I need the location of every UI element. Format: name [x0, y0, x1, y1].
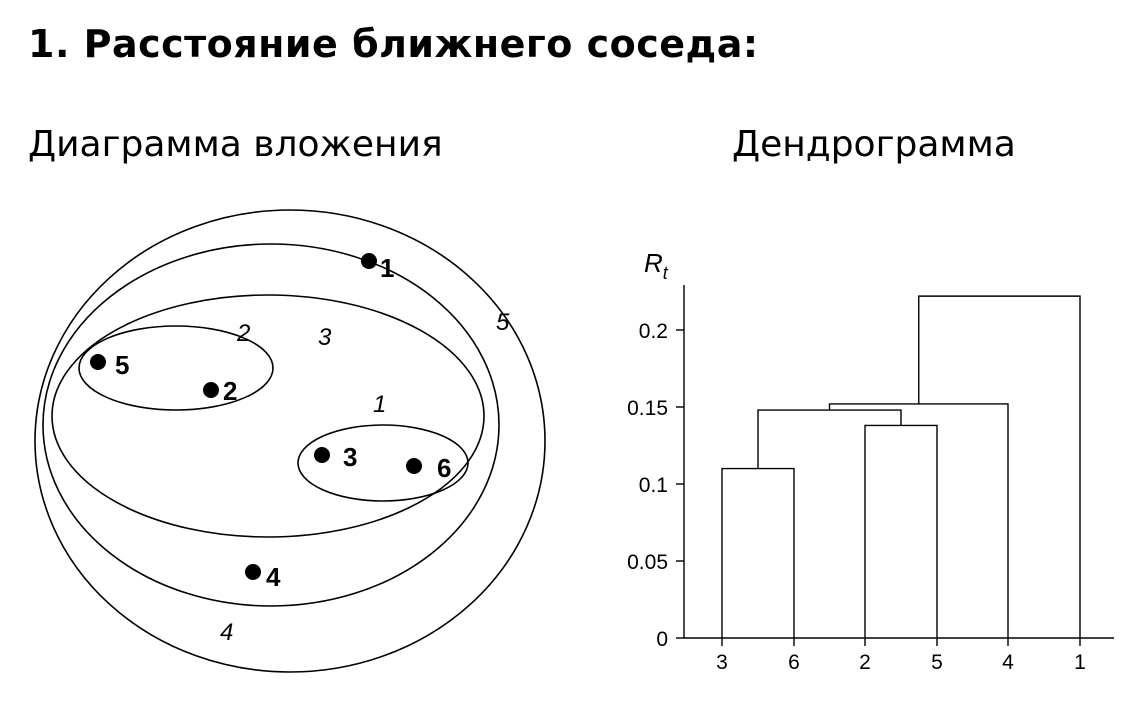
point-label-2: 2: [223, 376, 237, 406]
cluster-label-2: 2: [236, 320, 250, 347]
x-ticks: 3 6 2 5 4 1: [716, 638, 1086, 674]
point-marker: [314, 447, 330, 463]
y-ticks: 0 0.05 0.1 0.15 0.2: [627, 320, 684, 651]
nesting-diagram-heading: Диаграмма вложения: [28, 124, 443, 165]
dendrogram-link: [864, 424, 938, 638]
page-title: 1. Расстояние ближнего соседа:: [28, 22, 759, 66]
cluster-label-5: 5: [496, 309, 510, 336]
y-tick-label: 0.2: [639, 320, 668, 343]
dendrogram-heading: Дендрограмма: [732, 124, 1016, 165]
point-marker: [203, 382, 219, 398]
y-axis-title: Rt: [644, 248, 669, 283]
x-tick-label: 1: [1074, 651, 1086, 674]
point-marker: [361, 253, 377, 269]
dendrogram-links: [721, 295, 1081, 638]
x-tick-label: 4: [1002, 651, 1014, 674]
cluster-1-outline: [297, 424, 469, 502]
y-tick-label: 0: [656, 628, 668, 651]
point-marker: [90, 354, 106, 370]
dendrogram-link: [721, 467, 795, 638]
cluster-2-outline: [78, 325, 274, 411]
point-marker: [406, 458, 422, 474]
y-tick-label: 0.05: [627, 551, 668, 574]
x-tick-label: 2: [859, 651, 871, 674]
nesting-diagram: [34, 209, 546, 673]
dendrogram-link: [918, 295, 1081, 638]
point-marker: [245, 564, 261, 580]
cluster-4-outline: [42, 243, 500, 607]
cluster-3-outline: [51, 294, 485, 538]
y-axis-title-main: R: [644, 248, 663, 278]
y-axis-title-sub: t: [663, 263, 669, 283]
cluster-labels: 1 2 3 4 5: [220, 309, 510, 646]
cluster-label-3: 3: [318, 324, 332, 351]
nesting-points: [90, 253, 422, 580]
dendrogram-link: [828, 403, 1009, 638]
x-tick-label: 3: [716, 651, 728, 674]
point-label-3: 3: [343, 442, 357, 472]
y-tick-label: 0.15: [627, 397, 668, 420]
dendrogram-link: [757, 409, 902, 469]
cluster-label-4: 4: [220, 619, 233, 646]
point-label-1: 1: [380, 253, 394, 283]
point-label-5: 5: [115, 350, 129, 380]
point-label-6: 6: [437, 453, 451, 483]
point-labels: 1 5 2 3 6 4: [115, 253, 451, 592]
y-tick-label: 0.1: [639, 474, 668, 497]
point-label-4: 4: [266, 562, 281, 592]
cluster-label-1: 1: [373, 391, 386, 418]
dendrogram: Rt 0 0.05 0.1 0.15 0.2 3 6 2 5 4 1: [627, 248, 1114, 674]
cluster-5-outline: [34, 209, 546, 673]
x-tick-label: 5: [931, 651, 943, 674]
x-tick-label: 6: [788, 651, 800, 674]
